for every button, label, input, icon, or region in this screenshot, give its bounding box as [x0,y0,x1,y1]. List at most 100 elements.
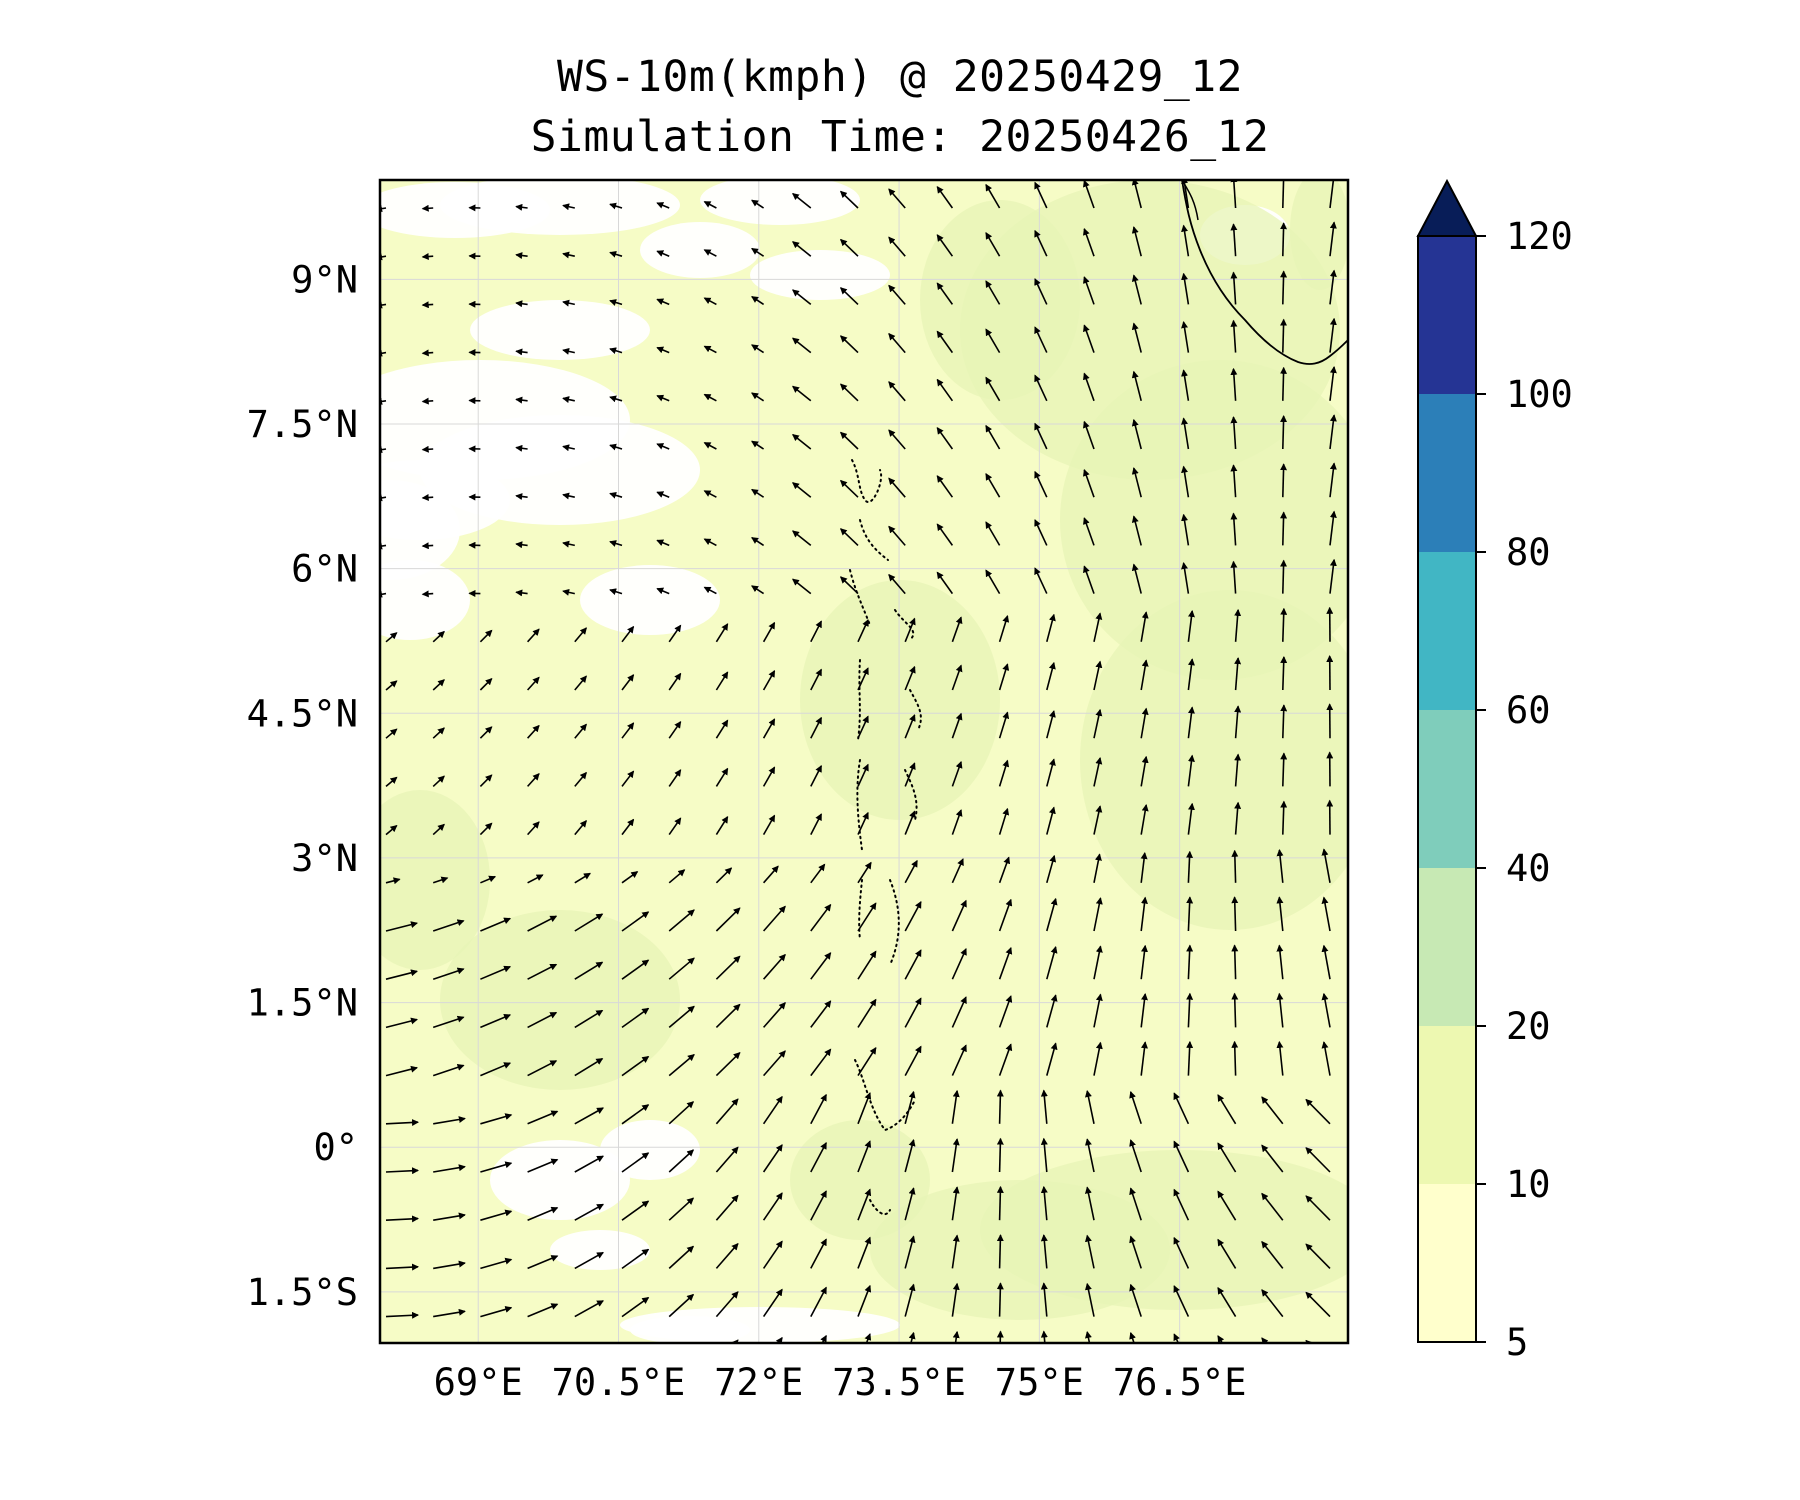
wind-vector [703,490,717,498]
wind-vector [985,473,1001,498]
wind-vector [527,1158,559,1173]
wind-vector [1046,661,1056,691]
wind-vector [421,204,434,212]
wind-vector [1046,613,1056,643]
latitude-label: 4.5°N [247,692,358,735]
maldives-islands [849,459,922,1216]
calm-area [580,565,720,635]
wind-vector [1231,944,1239,980]
wind-vector [621,911,650,932]
wind-vector [1230,512,1238,546]
wind-vector [751,344,765,354]
wind-vector [527,773,540,787]
wind-vector [479,822,493,836]
wind-vector [703,297,717,306]
wind-vector [574,1300,604,1318]
wind-vector [1217,1094,1237,1125]
wind-vector [1129,1235,1142,1269]
latitude-label: 9°N [291,258,358,301]
wind-vector [1131,226,1142,257]
map-plot [378,178,1350,1345]
wind-vector [1083,565,1095,594]
wind-vector [1084,1234,1095,1269]
wind-vector [479,726,493,739]
wind-vector [715,767,729,787]
wind-vector [574,913,604,932]
wind-vector [888,429,906,450]
wind-vector [1140,804,1149,835]
wind-vector [1329,317,1337,353]
wind-vector [1140,707,1149,739]
wind-vector [998,995,1013,1028]
wind-vector [1217,1142,1237,1173]
wind-vector [574,961,604,980]
wind-vector [562,444,575,452]
breezy-area [1080,590,1348,930]
wind-vector [1181,417,1190,450]
wind-vector [951,712,963,739]
wind-vector [1173,1188,1190,1221]
wind-vector [527,915,558,932]
wind-vector [904,810,916,835]
wind-vectors [380,180,1337,1343]
wind-vector [751,585,765,595]
wind-vector [1131,274,1142,305]
wind-vector [810,813,823,835]
wind-vector [839,431,859,450]
latitude-tick-labels: 9°N 7.5°N 6°N 4.5°N 3°N 1.5°N 0° 1.5°S [247,258,358,1314]
wind-vector [432,1063,465,1077]
colorbar-tick-label: 5 [1506,1321,1528,1364]
wind-vector [904,901,922,932]
wind-vector [1181,562,1190,594]
wind-vector [480,1113,513,1125]
wind-vector [527,1110,559,1125]
wind-vector [857,902,877,932]
wind-vector [888,477,906,498]
wind-vector [1276,944,1284,980]
colorbar-segment [1418,710,1476,868]
chart-subtitle: Simulation Time: 20250426_12 [530,112,1270,162]
calm-area [440,180,680,235]
wind-vector [715,719,729,739]
wind-vector [1280,270,1288,305]
calm-area [750,250,890,300]
wind-vector [985,232,1001,257]
wind-vector [762,1192,783,1221]
atoll [858,879,863,941]
wind-vector [839,383,859,402]
wind-vector [1083,227,1095,257]
wind-vector [762,905,786,932]
wind-vector [952,1330,960,1343]
wind-vector [1040,1185,1048,1221]
wind-vector [385,776,398,788]
wind-vector [1034,422,1048,450]
wind-vector [792,241,812,257]
wind-vector [715,1242,739,1269]
wind-vector [421,349,434,357]
wind-vector [562,347,575,355]
breezy-area [870,1180,1170,1320]
wind-vector [888,573,906,595]
wind-vector [904,1090,916,1125]
wind-vector [1131,370,1142,401]
wind-vector [1083,372,1095,402]
wind-vector [668,1293,695,1318]
wind-vector [621,722,635,739]
wind-vector [951,1186,960,1221]
wind-vector [527,628,540,643]
wind-vector [857,1092,872,1125]
wind-vector [985,424,1001,450]
wind-vector [1280,415,1288,450]
wind-vector [527,724,540,739]
wind-vector [656,539,670,547]
wind-vector [810,952,832,980]
wind-vector [1083,276,1095,305]
wind-vector [1187,658,1195,691]
wind-vector [385,1167,419,1175]
wind-vector [1093,993,1103,1028]
wind-vector [904,949,922,980]
wind-vector [1280,656,1288,691]
wind-vector [1276,896,1284,932]
wind-vector [1040,1282,1048,1317]
